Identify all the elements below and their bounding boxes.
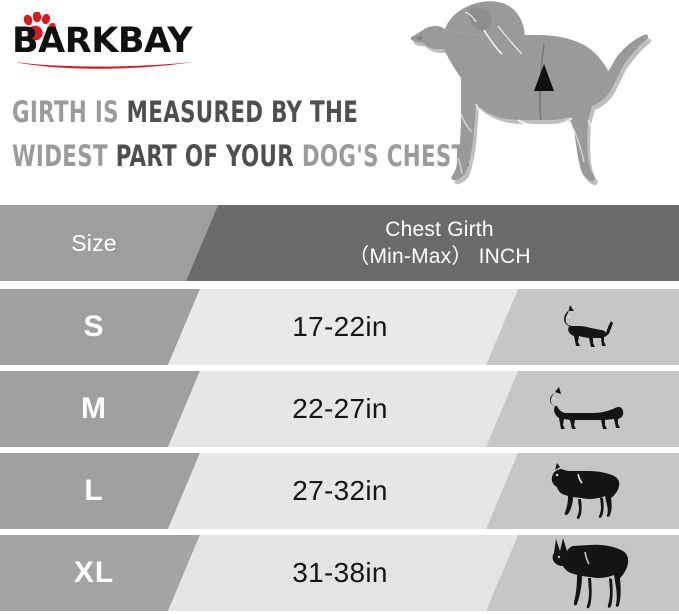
- headline-seg-2: MEASURED BY THE: [126, 95, 359, 129]
- headline-seg-4: PART OF YOUR: [115, 139, 302, 173]
- dog-body: [410, 1, 649, 182]
- headline-line-1: GIRTH IS MEASURED BY THE: [12, 90, 397, 134]
- row-background-m: [0, 371, 679, 447]
- header-row-background: [0, 205, 679, 281]
- size-chart-table: Size Chest Girth （Min-Max） INCH S 17-22i…: [0, 205, 679, 614]
- table-row: S 17-22in: [0, 289, 679, 365]
- table-row: L 27-32in: [0, 453, 679, 529]
- headline-text: GIRTH IS MEASURED BY THE WIDEST PART OF …: [12, 90, 482, 178]
- table-header-row: Size Chest Girth （Min-Max） INCH: [0, 205, 679, 281]
- header-area: BARKBAY GIRTH IS MEASURED BY THE WIDEST …: [0, 0, 679, 205]
- brand-wordmark: BARKBAY: [12, 21, 193, 61]
- headline-line-2: WIDEST PART OF YOUR DOG'S CHEST.: [12, 134, 471, 178]
- logo-underline-swoosh: [15, 62, 193, 69]
- dog-side-profile-illustration: [410, 1, 652, 186]
- brand-logo: BARKBAY: [8, 10, 218, 72]
- row-background-xl: [0, 535, 679, 611]
- paw-print-icon: [23, 12, 56, 41]
- table-row: M 22-27in: [0, 371, 679, 447]
- headline-seg-5: DOG'S CHEST.: [301, 139, 472, 173]
- row-background-l: [0, 453, 679, 529]
- table-row: XL 31-38in: [0, 535, 679, 611]
- chest-girth-arrow: [534, 64, 554, 91]
- headline-seg-1: GIRTH IS: [12, 95, 127, 129]
- row-background-s: [0, 289, 679, 365]
- headline-seg-3: WIDEST: [12, 139, 116, 173]
